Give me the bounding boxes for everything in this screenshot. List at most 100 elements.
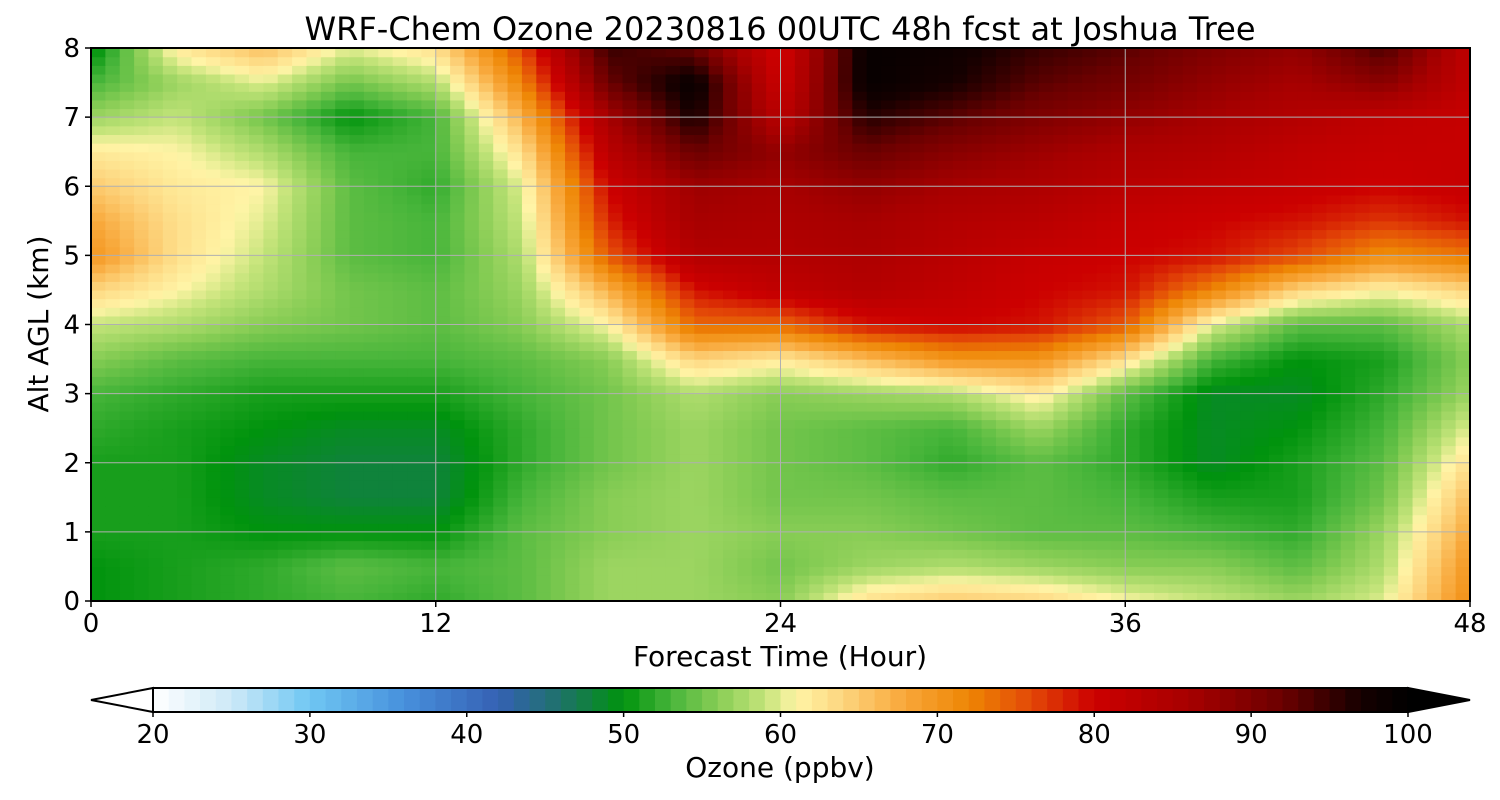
heatmap-cell	[1283, 419, 1299, 429]
heatmap-cell	[1197, 289, 1213, 300]
heatmap-cell	[1398, 488, 1414, 498]
heatmap-cell	[1455, 419, 1470, 429]
heatmap-cell	[349, 436, 365, 447]
heatmap-cell	[550, 583, 566, 593]
heatmap-cell	[306, 359, 322, 369]
heatmap-cell	[766, 462, 782, 472]
heatmap-cell	[995, 419, 1011, 429]
heatmap-cell	[909, 376, 925, 386]
heatmap-cell	[450, 194, 466, 205]
heatmap-cell	[162, 410, 178, 421]
heatmap-cell	[694, 220, 710, 231]
heatmap-cell	[852, 367, 868, 377]
heatmap-cell	[1412, 272, 1428, 282]
heatmap-cell	[1297, 462, 1313, 472]
heatmap-cell	[277, 540, 293, 550]
heatmap-cell	[952, 488, 968, 498]
heatmap-cell	[1182, 324, 1198, 334]
heatmap-cell	[392, 324, 408, 334]
heatmap-cell	[1311, 402, 1327, 412]
heatmap-cell	[881, 333, 897, 343]
heatmap-cell	[1024, 350, 1040, 360]
heatmap-cell	[220, 272, 236, 282]
heatmap-cell	[665, 471, 681, 481]
heatmap-cell	[1139, 575, 1155, 585]
heatmap-cell	[895, 324, 911, 334]
heatmap-cell	[392, 367, 408, 377]
heatmap-cell	[694, 186, 710, 196]
heatmap-cell	[277, 367, 293, 377]
heatmap-cell	[1039, 393, 1055, 403]
heatmap-cell	[249, 229, 264, 239]
heatmap-cell	[1283, 203, 1299, 213]
heatmap-cell	[565, 238, 580, 248]
heatmap-cell	[1125, 212, 1141, 222]
heatmap-cell	[1441, 531, 1457, 542]
heatmap-cell	[507, 410, 523, 421]
heatmap-cell	[536, 359, 552, 369]
heatmap-cell	[1441, 549, 1457, 559]
heatmap-cell	[995, 246, 1011, 256]
heatmap-cell	[1153, 384, 1169, 395]
heatmap-cell	[450, 272, 466, 282]
heatmap-cell	[1297, 445, 1313, 455]
heatmap-cell	[1268, 307, 1284, 317]
heatmap-cell	[1082, 471, 1098, 481]
heatmap-cell	[852, 315, 868, 326]
heatmap-cell	[134, 212, 150, 222]
heatmap-cell	[234, 333, 250, 343]
heatmap-cell	[478, 575, 494, 585]
heatmap-cell	[1398, 229, 1414, 239]
heatmap-cell	[1053, 333, 1069, 343]
heatmap-cell	[292, 514, 308, 524]
heatmap-cell	[162, 566, 178, 576]
heatmap-cell	[1125, 281, 1141, 291]
heatmap-cell	[852, 402, 868, 412]
heatmap-cell	[852, 488, 868, 498]
heatmap-cell	[263, 376, 279, 386]
heatmap-cell	[220, 514, 236, 524]
heatmap-cell	[881, 592, 897, 601]
heatmap-cell	[1110, 367, 1126, 377]
heatmap-cell	[593, 212, 609, 222]
heatmap-cell	[335, 402, 351, 412]
heatmap-cell	[694, 315, 710, 326]
heatmap-cell	[1024, 419, 1040, 429]
heatmap-cell	[134, 281, 150, 291]
heatmap-cell	[1283, 220, 1299, 231]
heatmap-cell	[450, 246, 466, 256]
heatmap-cell	[608, 281, 624, 291]
heatmap-cell	[967, 177, 983, 187]
heatmap-cell	[837, 410, 853, 421]
heatmap-cell	[967, 281, 983, 291]
heatmap-cell	[1168, 592, 1184, 601]
heatmap-cell	[794, 298, 810, 308]
heatmap-cell	[866, 462, 882, 472]
heatmap-cell	[1211, 359, 1227, 369]
heatmap-cell	[1153, 160, 1169, 170]
heatmap-cell	[967, 315, 983, 326]
heatmap-cell	[780, 471, 796, 481]
heatmap-cell	[1168, 186, 1184, 196]
heatmap-cell	[1268, 255, 1284, 265]
heatmap-cell	[550, 220, 566, 231]
heatmap-cell	[708, 549, 724, 559]
heatmap-cell	[148, 186, 164, 196]
heatmap-cell	[306, 384, 322, 395]
heatmap-cell	[220, 160, 236, 170]
heatmap-cell	[823, 428, 839, 438]
heatmap-cell	[708, 367, 724, 377]
heatmap-cell	[565, 333, 580, 343]
heatmap-cell	[565, 341, 580, 352]
heatmap-cell	[292, 583, 308, 593]
heatmap-cell	[895, 488, 911, 498]
heatmap-cell	[550, 445, 566, 455]
heatmap-cell	[1053, 212, 1069, 222]
heatmap-cell	[881, 523, 897, 533]
heatmap-cell	[967, 229, 983, 239]
heatmap-cell	[952, 255, 968, 265]
heatmap-cell	[1369, 255, 1385, 265]
heatmap-cell	[1225, 419, 1241, 429]
heatmap-cell	[981, 384, 997, 395]
heatmap-cell	[91, 289, 106, 300]
